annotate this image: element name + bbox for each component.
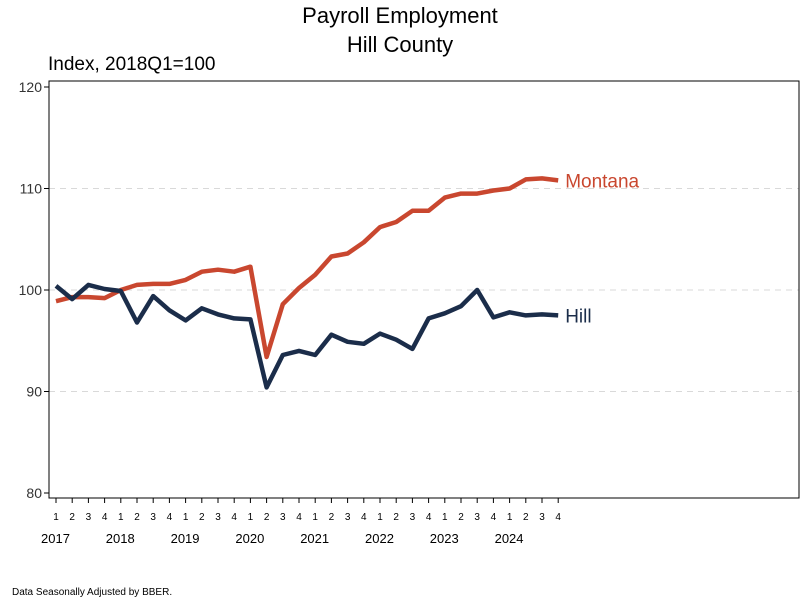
footnote: Data Seasonally Adjusted by BBER. — [12, 587, 172, 598]
quarter-tick-label: 4 — [167, 512, 173, 523]
quarter-tick-label: 3 — [86, 512, 92, 523]
y-tick-label-80: 80 — [26, 485, 42, 501]
year-label-2020: 2020 — [235, 531, 264, 546]
chart-subtitle: Hill County — [347, 32, 453, 57]
quarter-tick-label: 3 — [539, 512, 545, 523]
quarter-tick-label: 1 — [312, 512, 318, 523]
y-tick-label-120: 120 — [19, 79, 43, 95]
series-line-montana — [55, 176, 559, 360]
y-tick-label-100: 100 — [19, 282, 43, 298]
quarter-tick-label: 1 — [248, 512, 254, 523]
year-label-2017: 2017 — [41, 531, 70, 546]
quarter-tick-label: 3 — [410, 512, 416, 523]
year-label-2021: 2021 — [300, 531, 329, 546]
quarter-tick-label: 2 — [523, 512, 529, 523]
series-label-hill: Hill — [565, 306, 591, 327]
series-label-montana: Montana — [565, 171, 639, 192]
series-labels: Montana Hill — [565, 171, 639, 327]
quarter-tick-label: 2 — [329, 512, 335, 523]
quarter-tick-label: 4 — [491, 512, 497, 523]
quarter-tick-label: 4 — [102, 512, 108, 523]
quarter-tick-label: 2 — [134, 512, 140, 523]
year-label-2019: 2019 — [171, 531, 200, 546]
y-axis-ticks: 80 90 100 110 120 — [19, 79, 49, 501]
chart-title: Payroll Employment — [302, 3, 498, 28]
quarter-tick-label: 3 — [280, 512, 286, 523]
quarter-tick-label: 4 — [555, 512, 561, 523]
quarter-tick-label: 2 — [264, 512, 270, 523]
quarter-tick-label: 1 — [442, 512, 448, 523]
quarter-tick-label: 4 — [426, 512, 432, 523]
year-label-2018: 2018 — [106, 531, 135, 546]
quarter-tick-label: 4 — [231, 512, 237, 523]
quarter-tick-label: 1 — [377, 512, 383, 523]
quarter-tick-label: 2 — [199, 512, 205, 523]
quarter-tick-label: 3 — [215, 512, 221, 523]
quarter-tick-label: 3 — [345, 512, 351, 523]
quarter-tick-label: 1 — [53, 512, 59, 523]
year-label-2023: 2023 — [430, 531, 459, 546]
quarter-tick-label: 3 — [150, 512, 156, 523]
series-line-hill — [54, 282, 559, 390]
series-lines — [54, 176, 559, 390]
quarter-tick-label: 3 — [474, 512, 480, 523]
gridlines — [49, 188, 799, 392]
year-label-2022: 2022 — [365, 531, 394, 546]
quarter-tick-label: 2 — [393, 512, 399, 523]
quarter-tick-label: 1 — [183, 512, 189, 523]
quarter-tick-label: 1 — [507, 512, 513, 523]
year-label-2024: 2024 — [495, 531, 524, 546]
y-axis-label: Index, 2018Q1=100 — [48, 54, 215, 75]
quarter-tick-label: 4 — [361, 512, 367, 523]
quarter-tick-label: 2 — [458, 512, 464, 523]
quarter-tick-label: 4 — [296, 512, 302, 523]
y-tick-label-110: 110 — [20, 181, 43, 197]
quarter-tick-label: 2 — [69, 512, 75, 523]
y-tick-label-90: 90 — [26, 384, 42, 400]
quarter-tick-label: 1 — [118, 512, 124, 523]
